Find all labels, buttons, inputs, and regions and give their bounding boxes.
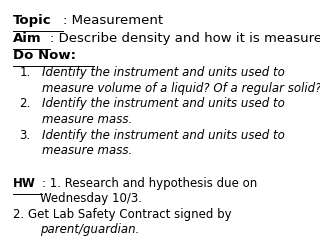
Text: Wednesday 10/3.: Wednesday 10/3. (40, 192, 142, 205)
Text: parent/guardian.: parent/guardian. (40, 223, 140, 236)
Text: measure volume of a liquid? Of a regular solid?: measure volume of a liquid? Of a regular… (42, 82, 320, 95)
Text: : 1. Research and hypothesis due on: : 1. Research and hypothesis due on (42, 177, 258, 190)
Text: Topic: Topic (13, 14, 52, 27)
Text: Aim: Aim (13, 32, 41, 45)
Text: 1.: 1. (19, 66, 30, 79)
Text: : Measurement: : Measurement (63, 14, 163, 27)
Text: : Describe density and how it is measured.: : Describe density and how it is measure… (50, 32, 320, 45)
Text: Do Now:: Do Now: (13, 49, 76, 62)
Text: measure mass.: measure mass. (42, 113, 132, 126)
Text: Identify the instrument and units used to: Identify the instrument and units used t… (42, 97, 284, 110)
Text: 2.: 2. (19, 97, 30, 110)
Text: HW: HW (13, 177, 36, 190)
Text: Identify the instrument and units used to: Identify the instrument and units used t… (42, 66, 284, 79)
Text: measure mass.: measure mass. (42, 144, 132, 157)
Text: 3.: 3. (19, 129, 30, 142)
Text: 2. Get Lab Safety Contract signed by: 2. Get Lab Safety Contract signed by (13, 208, 231, 221)
Text: Identify the instrument and units used to: Identify the instrument and units used t… (42, 129, 284, 142)
